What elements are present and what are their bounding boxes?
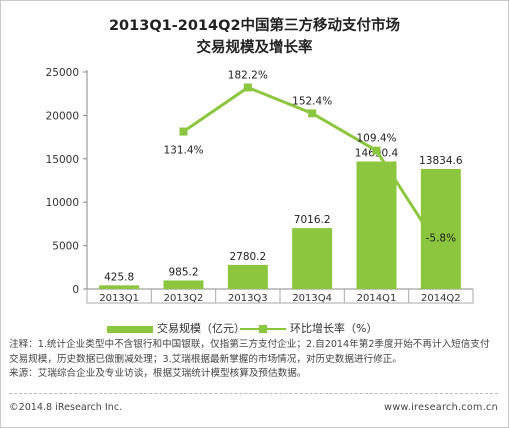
footer-website: www.iresearch.com.cn xyxy=(384,402,498,413)
growth-point xyxy=(372,146,381,155)
growth-point xyxy=(179,127,188,136)
bar xyxy=(356,161,397,289)
footer-divider xyxy=(9,393,498,394)
bar-data-label: 13834.6 xyxy=(419,155,463,167)
x-tick-label: 2013Q4 xyxy=(292,293,332,304)
y-tick-label: 25000 xyxy=(46,67,79,79)
note-source: 来源：艾瑞综合企业及专业访谈，根据艾瑞统计模型核算及预估数据。 xyxy=(9,368,307,379)
legend-bar-series: 交易规模（亿元） xyxy=(107,320,245,336)
chart-title-line2: 交易规模及增长率 xyxy=(196,40,313,56)
growth-point xyxy=(243,83,252,92)
growth-data-label: 152.4% xyxy=(292,95,332,107)
chart-notes: 注释：1.统计企业类型中不含银行和中国银联，仅指第三方支付企业；2.自2014年… xyxy=(9,338,495,382)
x-tick-label: 2013Q3 xyxy=(228,293,268,304)
bar xyxy=(227,264,268,289)
growth-data-label: 109.4% xyxy=(356,133,396,145)
y-tick-label: 15000 xyxy=(46,154,79,166)
chart-title-line1: 2013Q1-2014Q2中国第三方移动支付市场 xyxy=(108,18,401,34)
footer-copyright: ©2014.8 iResearch Inc. xyxy=(9,402,123,413)
bar-data-label: 425.8 xyxy=(104,271,134,283)
bar xyxy=(292,228,333,289)
bar-data-label: 2780.2 xyxy=(229,251,266,263)
legend-bar-label: 交易规模（亿元） xyxy=(157,322,245,335)
bar xyxy=(163,280,204,289)
legend-line-label: 环比增长率（%） xyxy=(290,322,378,335)
growth-point xyxy=(308,109,317,118)
bar-data-label: 985.2 xyxy=(168,266,198,278)
x-tick-label: 2014Q2 xyxy=(421,293,461,304)
legend-line-series: 环比增长率（%） xyxy=(240,320,377,336)
y-tick-label: 0 xyxy=(72,284,79,296)
growth-data-label: 182.2% xyxy=(228,69,268,81)
x-tick-label: 2014Q1 xyxy=(357,293,397,304)
growth-data-label: -5.8% xyxy=(426,233,456,245)
growth-data-label: 131.4% xyxy=(163,145,203,157)
x-tick-label: 2013Q1 xyxy=(99,293,139,304)
growth-point xyxy=(436,246,445,255)
legend-bar-swatch xyxy=(107,325,153,333)
y-tick-label: 5000 xyxy=(52,241,79,253)
combo-chart: 0 5000 10000 15000 20000 25000 2013Q1 2013Q2 201… xyxy=(46,67,474,304)
bar-data-label: 7016.2 xyxy=(294,214,331,226)
y-tick-label: 20000 xyxy=(46,110,79,122)
note-annotation: 注释：1.统计企业类型中不含银行和中国银联，仅指第三方支付企业；2.自2014年… xyxy=(9,339,490,365)
x-tick-label: 2013Q2 xyxy=(164,293,204,304)
y-tick-label: 10000 xyxy=(46,197,79,209)
bar xyxy=(99,285,140,289)
legend-line-swatch xyxy=(240,324,286,334)
